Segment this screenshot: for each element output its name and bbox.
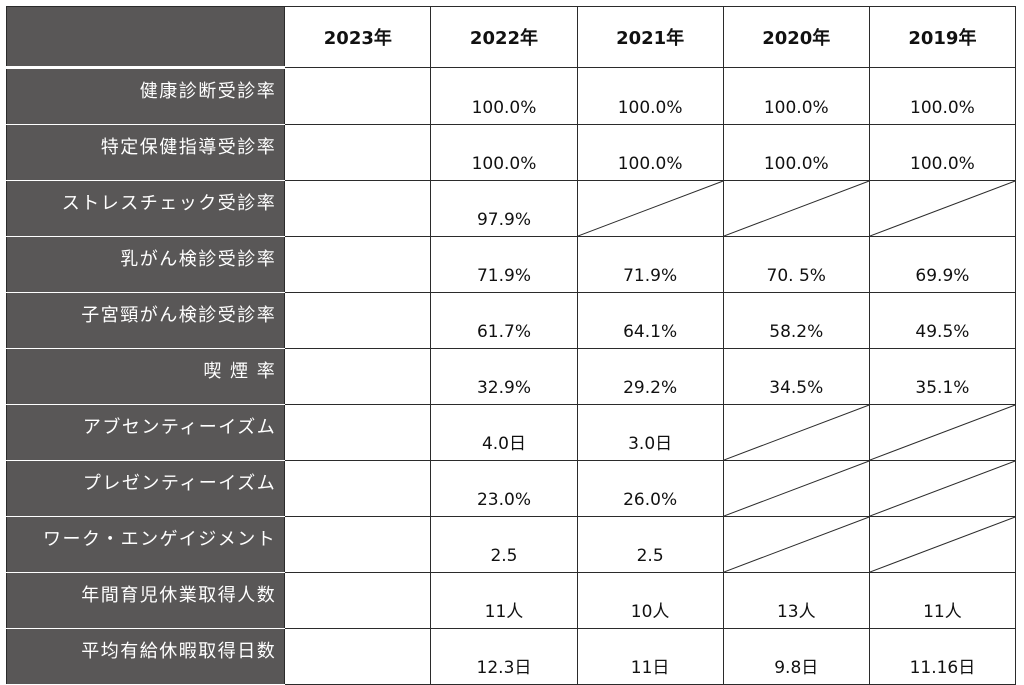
value-cell-2023 xyxy=(284,572,432,629)
row-label: 子宮頸がん検診受診率 xyxy=(5,292,286,349)
value-cell-2021: 64.1% xyxy=(576,292,724,349)
value-cell-2020: 9.8日 xyxy=(722,628,870,685)
value-cell-2023 xyxy=(284,628,432,685)
diagonal-slash-icon xyxy=(578,181,723,236)
table-row: 健康診断受診率 100.0% 100.0% 100.0% 100.0% xyxy=(5,67,1017,125)
value-cell-2022: 12.3日 xyxy=(430,628,578,685)
value-cell-2020: 58.2% xyxy=(722,292,870,349)
value-cell-2019: 69.9% xyxy=(868,236,1017,293)
table-row: 子宮頸がん検診受診率 61.7% 64.1% 58.2% 49.5% xyxy=(5,292,1017,349)
value-cell-2023 xyxy=(284,460,432,517)
year-header-2022: 2022年 xyxy=(430,6,578,68)
value-cell-2022: 2.5 xyxy=(430,516,578,573)
value-cell-2021: 100.0% xyxy=(576,124,724,181)
diagonal-slash-icon xyxy=(724,517,869,572)
header-corner-cell xyxy=(5,6,286,69)
value-cell-2020: 34.5% xyxy=(722,348,870,405)
table-row: 年間育児休業取得人数 11人 10人 13人 11人 xyxy=(5,572,1017,629)
health-metrics-panel: 2023年 2022年 2021年 2020年 2019年 健康診断受診率 100… xyxy=(5,6,1017,685)
value-cell-2020: 100.0% xyxy=(722,67,870,125)
value-cell-2021: 10人 xyxy=(576,572,724,629)
value-cell-2020: 100.0% xyxy=(722,124,870,181)
table-row: 喫 煙 率 32.9% 29.2% 34.5% 35.1% xyxy=(5,348,1017,405)
diagonal-slash-icon xyxy=(724,181,869,236)
row-label: 特定保健指導受診率 xyxy=(5,124,286,181)
table-row: 平均有給休暇取得日数 12.3日 11日 9.8日 11.16日 xyxy=(5,628,1017,685)
not-applicable-cell xyxy=(576,180,724,237)
value-cell-2023 xyxy=(284,67,432,125)
row-label: 健康診断受診率 xyxy=(5,67,286,125)
value-cell-2019: 11.16日 xyxy=(868,628,1017,685)
value-cell-2019: 49.5% xyxy=(868,292,1017,349)
row-label: 年間育児休業取得人数 xyxy=(5,572,286,629)
not-applicable-cell xyxy=(722,516,870,573)
value-cell-2019: 35.1% xyxy=(868,348,1017,405)
row-label: アブセンティーイズム xyxy=(5,404,286,461)
diagonal-slash-icon xyxy=(724,461,869,516)
row-label: ストレスチェック受診率 xyxy=(5,180,286,237)
value-cell-2022: 71.9% xyxy=(430,236,578,293)
value-cell-2019: 100.0% xyxy=(868,67,1017,125)
metrics-body: 健康診断受診率 100.0% 100.0% 100.0% 100.0% 特定保健指導受診率… xyxy=(5,67,1017,685)
value-cell-2020: 70. 5% xyxy=(722,236,870,293)
value-cell-2019: 11人 xyxy=(868,572,1017,629)
value-cell-2019: 100.0% xyxy=(868,124,1017,181)
table-row: ストレスチェック受診率 97.9% xyxy=(5,180,1017,237)
row-label: プレゼンティーイズム xyxy=(5,460,286,517)
value-cell-2023 xyxy=(284,236,432,293)
value-cell-2021: 29.2% xyxy=(576,348,724,405)
health-metrics-table: 2023年 2022年 2021年 2020年 2019年 健康診断受診率 100… xyxy=(5,6,1017,685)
value-cell-2022: 32.9% xyxy=(430,348,578,405)
value-cell-2022: 61.7% xyxy=(430,292,578,349)
not-applicable-cell xyxy=(722,460,870,517)
table-row: ワーク・エンゲイジメント 2.5 2.5 xyxy=(5,516,1017,573)
year-header-2023: 2023年 xyxy=(284,6,432,68)
value-cell-2021: 26.0% xyxy=(576,460,724,517)
not-applicable-cell xyxy=(722,180,870,237)
row-label: ワーク・エンゲイジメント xyxy=(5,516,286,573)
diagonal-slash-icon xyxy=(870,461,1015,516)
value-cell-2022: 11人 xyxy=(430,572,578,629)
value-cell-2023 xyxy=(284,516,432,573)
not-applicable-cell xyxy=(868,404,1017,461)
not-applicable-cell xyxy=(868,460,1017,517)
value-cell-2022: 4.0日 xyxy=(430,404,578,461)
diagonal-slash-icon xyxy=(870,181,1015,236)
value-cell-2023 xyxy=(284,292,432,349)
row-label: 喫 煙 率 xyxy=(5,348,286,405)
year-header-2019: 2019年 xyxy=(868,6,1017,68)
table-row: 特定保健指導受診率 100.0% 100.0% 100.0% 100.0% xyxy=(5,124,1017,181)
value-cell-2021: 71.9% xyxy=(576,236,724,293)
value-cell-2022: 100.0% xyxy=(430,124,578,181)
diagonal-slash-icon xyxy=(870,517,1015,572)
not-applicable-cell xyxy=(868,516,1017,573)
value-cell-2023 xyxy=(284,180,432,237)
table-row: アブセンティーイズム 4.0日 3.0日 xyxy=(5,404,1017,461)
value-cell-2020: 13人 xyxy=(722,572,870,629)
year-header-row: 2023年 2022年 2021年 2020年 2019年 xyxy=(5,6,1017,69)
value-cell-2023 xyxy=(284,404,432,461)
not-applicable-cell xyxy=(722,404,870,461)
value-cell-2022: 23.0% xyxy=(430,460,578,517)
not-applicable-cell xyxy=(868,180,1017,237)
row-label: 乳がん検診受診率 xyxy=(5,236,286,293)
year-header-2020: 2020年 xyxy=(722,6,870,68)
table-row: プレゼンティーイズム 23.0% 26.0% xyxy=(5,460,1017,517)
diagonal-slash-icon xyxy=(724,405,869,460)
value-cell-2023 xyxy=(284,124,432,181)
row-label: 平均有給休暇取得日数 xyxy=(5,628,286,685)
value-cell-2021: 2.5 xyxy=(576,516,724,573)
value-cell-2022: 97.9% xyxy=(430,180,578,237)
year-header-2021: 2021年 xyxy=(576,6,724,68)
diagonal-slash-icon xyxy=(870,405,1015,460)
value-cell-2022: 100.0% xyxy=(430,67,578,125)
value-cell-2021: 3.0日 xyxy=(576,404,724,461)
value-cell-2023 xyxy=(284,348,432,405)
table-row: 乳がん検診受診率 71.9% 71.9% 70. 5% 69.9% xyxy=(5,236,1017,293)
value-cell-2021: 100.0% xyxy=(576,67,724,125)
value-cell-2021: 11日 xyxy=(576,628,724,685)
